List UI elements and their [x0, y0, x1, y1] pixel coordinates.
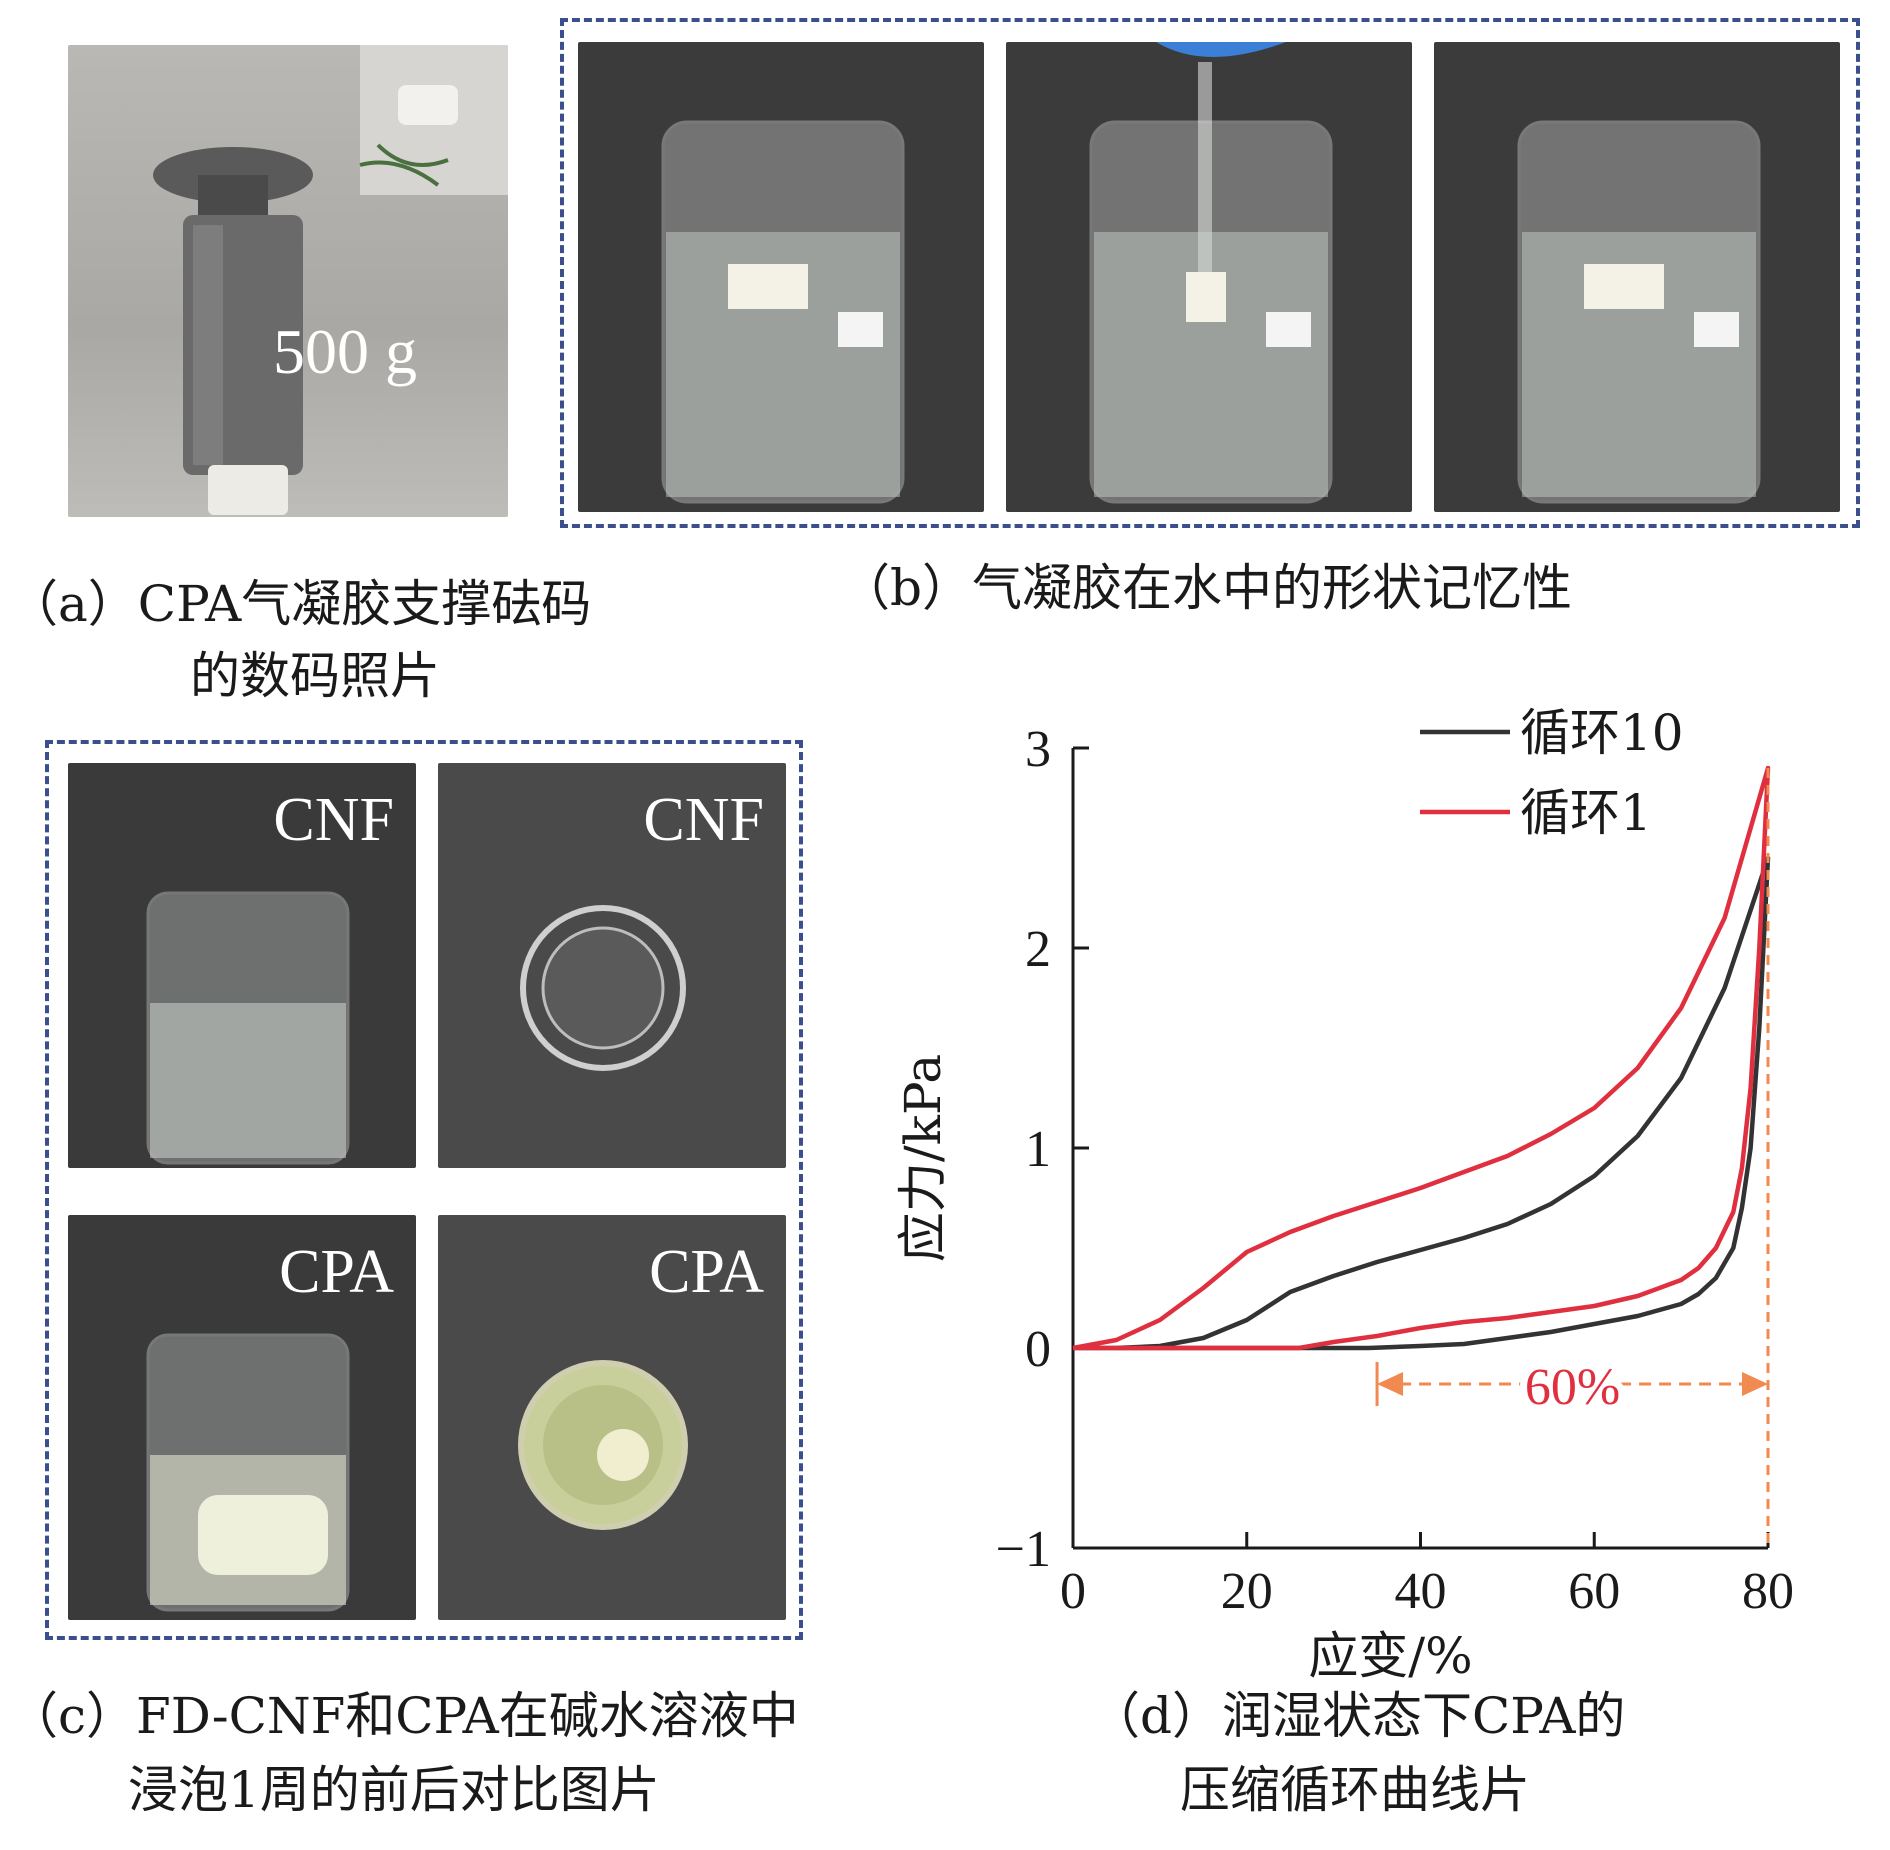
- label-cpa-side: CPA: [279, 1238, 394, 1306]
- frame-c: [45, 740, 803, 1640]
- legend-label: 循环10: [1520, 704, 1684, 762]
- x-tick-label: 0: [1060, 1563, 1086, 1620]
- caption-a-line2: 的数码照片: [190, 647, 440, 705]
- beaker-illustration: [1089, 42, 1333, 504]
- weight-label: 500 g: [273, 316, 417, 387]
- chart-annotations: 60%: [1375, 768, 1770, 1548]
- beaker-illustration: [146, 891, 350, 1165]
- legend-label: 循环1: [1520, 784, 1652, 842]
- x-tick-label: 80: [1742, 1563, 1794, 1620]
- x-tick-label: 20: [1221, 1563, 1273, 1620]
- arrow-head-right: [1742, 1372, 1768, 1396]
- photo-beaker-1: [578, 42, 984, 512]
- caption-a-line1: （a）CPA气凝胶支撑砝码: [8, 575, 592, 633]
- y-tick-label: 2: [1025, 921, 1051, 978]
- x-tick-label: 40: [1395, 1563, 1447, 1620]
- photo-beaker-3: [1434, 42, 1840, 512]
- beaker-top-illustration: [518, 1360, 688, 1530]
- series-line-cycle1: [1072, 765, 1771, 1351]
- caption-c-line1: （c）FD-CNF和CPA在碱水溶液中: [8, 1687, 799, 1745]
- x-tick-label: 60: [1568, 1563, 1620, 1620]
- frame-b: [560, 18, 1860, 528]
- photo-beaker-2: [1006, 42, 1412, 512]
- beaker-illustration: [661, 120, 905, 504]
- chart-series: [1072, 765, 1771, 1351]
- strain-annotation-label: 60%: [1525, 1359, 1620, 1416]
- caption-d-line2: 压缩循环曲线片: [1180, 1761, 1530, 1819]
- y-tick-label: 0: [1025, 1321, 1051, 1378]
- photo-cpa-top: CPA: [438, 1215, 786, 1620]
- photo-cpa-side: CPA: [68, 1215, 416, 1620]
- y-axis-title: 应力/kPa: [894, 1054, 952, 1262]
- y-tick-label: 3: [1025, 721, 1051, 778]
- label-cpa-top: CPA: [649, 1238, 764, 1306]
- beaker-illustration: [146, 1333, 350, 1612]
- photo-weight-on-aerogel: 500 g: [68, 45, 508, 517]
- chart-legend: 循环10 循环1: [1420, 704, 1684, 842]
- caption-c-line2: 浸泡1周的前后对比图片: [128, 1761, 660, 1819]
- arrow-head-left: [1377, 1372, 1404, 1396]
- caption-b: （b）气凝胶在水中的形状记忆性: [840, 559, 1573, 617]
- photo-cnf-side: CNF: [68, 763, 416, 1168]
- y-tick-label: −1: [996, 1521, 1051, 1578]
- y-tick-label: 1: [1025, 1121, 1051, 1178]
- series-line-cycle10: [1073, 855, 1771, 1351]
- photo-cnf-top: CNF: [438, 763, 786, 1168]
- label-cnf-top: CNF: [643, 786, 764, 854]
- x-axis-title: 应变/%: [1308, 1627, 1472, 1685]
- weight-illustration: [153, 45, 508, 515]
- label-cnf-side: CNF: [273, 786, 394, 854]
- caption-d-line1: （d）润湿状态下CPA的: [1090, 1687, 1626, 1745]
- beaker-illustration: [1517, 120, 1761, 504]
- beaker-top-illustration: [520, 905, 686, 1071]
